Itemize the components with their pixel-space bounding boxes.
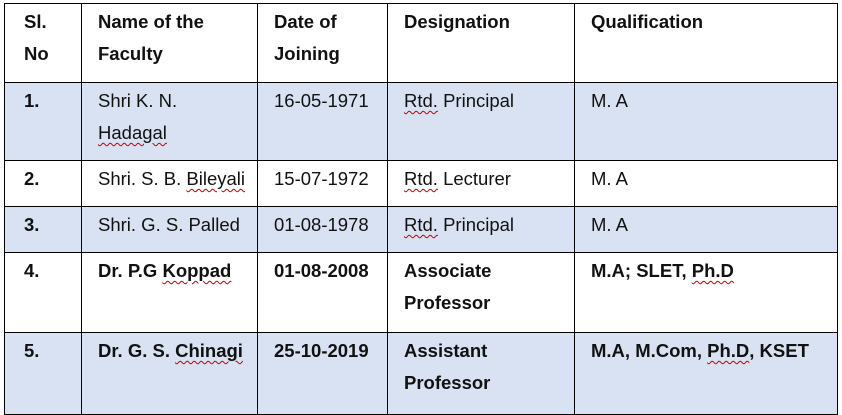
header-designation: Designation <box>387 3 575 83</box>
qualification: M. A <box>574 160 838 207</box>
faculty-name: Shri K. N. Hadagal <box>81 82 258 161</box>
designation: Assistant Professor <box>387 332 575 415</box>
date-of-joining: 01-08-1978 <box>257 206 388 253</box>
table-row: 4. Dr. P.G Koppad 01-08-2008 Associate P… <box>4 252 838 333</box>
table-row: 2. Shri. S. B. Bileyali 15-07-1972 Rtd. … <box>4 160 838 207</box>
designation: Rtd. Lecturer <box>387 160 575 207</box>
designation: Associate Professor <box>387 252 575 333</box>
sl-no: 2. <box>4 160 82 207</box>
date-of-joining: 16-05-1971 <box>257 82 388 161</box>
faculty-name: Shri. S. B. Bileyali <box>81 160 258 207</box>
designation: Rtd. Principal <box>387 206 575 253</box>
faculty-table: Sl. No Name of the Faculty Date of Joini… <box>4 3 838 415</box>
faculty-name: Dr. G. S. Chinagi <box>81 332 258 415</box>
faculty-name: Dr. P.G Koppad <box>81 252 258 333</box>
designation: Rtd. Principal <box>387 82 575 161</box>
table-header-row: Sl. No Name of the Faculty Date of Joini… <box>4 3 838 83</box>
header-date-of-joining: Date of Joining <box>257 3 388 83</box>
table-row: 5. Dr. G. S. Chinagi 25-10-2019 Assistan… <box>4 332 838 415</box>
qualification: M. A <box>574 206 838 253</box>
qualification: M. A <box>574 82 838 161</box>
sl-no: 5. <box>4 332 82 415</box>
header-sl-no: Sl. No <box>4 3 82 83</box>
table-row: 3. Shri. G. S. Palled 01-08-1978 Rtd. Pr… <box>4 206 838 253</box>
date-of-joining: 15-07-1972 <box>257 160 388 207</box>
table-row: 1. Shri K. N. Hadagal 16-05-1971 Rtd. Pr… <box>4 82 838 161</box>
sl-no: 3. <box>4 206 82 253</box>
date-of-joining: 25-10-2019 <box>257 332 388 415</box>
header-qualification: Qualification <box>574 3 838 83</box>
faculty-name: Shri. G. S. Palled <box>81 206 258 253</box>
sl-no: 4. <box>4 252 82 333</box>
sl-no: 1. <box>4 82 82 161</box>
header-name: Name of the Faculty <box>81 3 258 83</box>
date-of-joining: 01-08-2008 <box>257 252 388 333</box>
faculty-table-container: Sl. No Name of the Faculty Date of Joini… <box>4 3 838 415</box>
qualification: M.A, M.Com, Ph.D, KSET <box>574 332 838 415</box>
qualification: M.A; SLET, Ph.D <box>574 252 838 333</box>
